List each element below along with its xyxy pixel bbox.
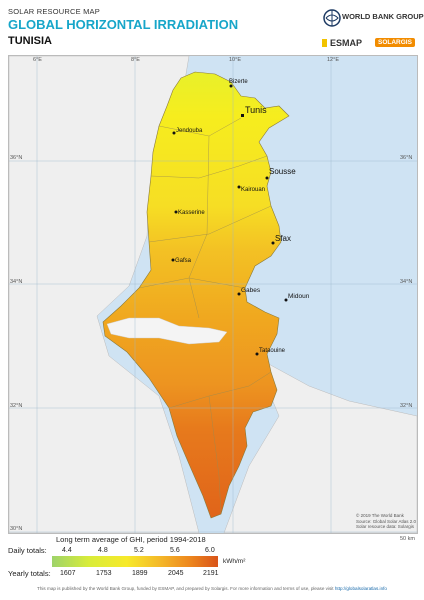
map-area[interactable]: Bizerte Tunis Jendouba Sousse Kairouan K… [8, 55, 418, 534]
esmap-logo-icon [322, 39, 327, 47]
lat-label: 36°N [400, 155, 413, 161]
city-marker [172, 131, 176, 135]
city-marker [241, 114, 244, 117]
world-bank-label: WORLD BANK GROUP [342, 12, 424, 21]
yearly-tick: 1899 [132, 570, 148, 577]
lon-label: 10°E [229, 57, 241, 63]
city-marker [174, 210, 178, 214]
daily-tick: 4.4 [62, 547, 72, 554]
lat-label: 34°N [400, 279, 413, 285]
city-label: Midoun [288, 293, 310, 300]
yearly-tick: 2045 [168, 570, 184, 577]
footer-note: This map is published by the World Bank … [37, 586, 387, 591]
city-marker [284, 298, 288, 302]
city-marker [171, 258, 175, 262]
legend: Long term average of GHI, period 1994-20… [0, 532, 424, 592]
city-marker [271, 241, 275, 245]
atlas-link[interactable]: http://globalsolaratlas.info [334, 586, 387, 591]
daily-tick: 4.8 [98, 547, 108, 554]
neighbor-land-east [223, 355, 417, 533]
city-label: Kasserine [178, 210, 205, 216]
city-label: Bizerte [229, 79, 248, 85]
lon-label: 12°E [327, 57, 339, 63]
daily-tick: 5.2 [134, 547, 144, 554]
lat-label: 32°N [10, 403, 23, 409]
lat-label: 36°N [10, 155, 23, 161]
daily-totals-label: Daily totals: [8, 546, 47, 555]
map-category-label: SOLAR RESOURCE MAP [8, 7, 100, 16]
yearly-tick: 1753 [96, 570, 112, 577]
city-marker [265, 176, 269, 180]
tunisia-ghi-area [102, 71, 290, 519]
legend-note: Long term average of GHI, period 1994-20… [56, 535, 206, 544]
city-marker [237, 185, 241, 189]
city-marker [237, 292, 241, 296]
lon-label: 8°E [131, 57, 140, 63]
graticule [9, 56, 417, 533]
scale-label: 50 km [400, 536, 415, 542]
yearly-totals-label: Yearly totals: [8, 569, 51, 578]
lat-label: 30°N [10, 526, 23, 532]
city-label: Tataouine [259, 348, 286, 354]
city-label: Sousse [269, 167, 296, 176]
yearly-tick: 1607 [60, 570, 76, 577]
city-marker [229, 84, 233, 88]
esmap-label: ESMAP [330, 38, 363, 48]
yearly-tick: 2191 [203, 570, 219, 577]
map-copyright: © 2019 The World Bank Source: Global Sol… [356, 513, 417, 529]
solargis-logo: SOLARGIS [375, 38, 415, 47]
city-markers: Bizerte Tunis Jendouba Sousse Kairouan K… [171, 79, 310, 356]
city-label: Kairouan [241, 187, 265, 193]
ghi-color-scale [52, 556, 218, 567]
unit-label: kWh/m² [223, 558, 246, 565]
city-label: Gafsa [175, 258, 192, 264]
country-name: TUNISIA [8, 35, 52, 47]
lat-label: 34°N [10, 279, 23, 285]
city-label: Jendouba [176, 128, 203, 134]
world-bank-logo-icon [323, 9, 341, 27]
daily-tick: 6.0 [205, 547, 215, 554]
daily-tick: 5.6 [170, 547, 180, 554]
map-canvas: Bizerte Tunis Jendouba Sousse Kairouan K… [9, 56, 417, 533]
chott-el-djerid [106, 317, 228, 345]
lat-label: 32°N [400, 403, 413, 409]
city-label: Sfax [275, 234, 291, 243]
lon-label: 6°E [33, 57, 42, 63]
city-marker [255, 352, 259, 356]
map-title: GLOBAL HORIZONTAL IRRADIATION [8, 17, 239, 32]
city-label: Tunis [245, 105, 267, 115]
city-label: Gabes [241, 287, 261, 294]
